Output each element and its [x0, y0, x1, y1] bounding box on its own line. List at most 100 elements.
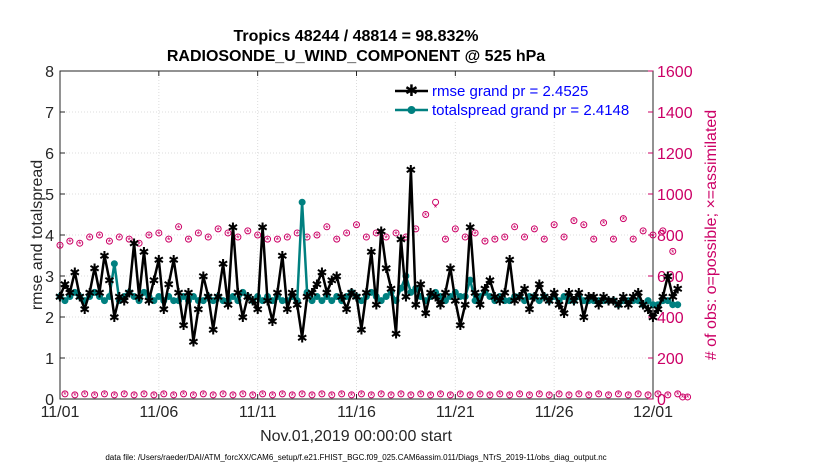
- obs-assimilated-point: *: [325, 223, 329, 233]
- x-axis: 11/01 11/06 11/11 11/16 11/21 11/26 12/01: [41, 71, 673, 421]
- obs-possible-point: [353, 221, 360, 229]
- obs-possible-point: [56, 241, 64, 249]
- y-tick-label-left: 2: [45, 310, 54, 327]
- obs-possible-point: [600, 219, 608, 227]
- obs-assimilated-point: *: [345, 229, 349, 239]
- obs-possible-point: [530, 225, 538, 233]
- obs-possible-point: [466, 391, 474, 399]
- obs-possible-point: [71, 391, 79, 399]
- totalspread-point: [535, 297, 543, 305]
- obs-possible-point: [86, 233, 94, 241]
- obs-assimilated-point: *: [686, 393, 690, 403]
- rmse-point: ✱: [381, 261, 392, 276]
- obs-possible-point: [328, 391, 336, 399]
- obs-assimilated-point: *: [305, 234, 309, 244]
- obs-assimilated-point: *: [310, 391, 314, 401]
- obs-assimilated-point: *: [236, 234, 240, 244]
- y-tick-label-left: 6: [45, 146, 54, 163]
- totalspread-point: [91, 288, 99, 296]
- obs-assimilated-point: *: [167, 236, 171, 246]
- rmse-point: ✱: [94, 285, 105, 300]
- obs-possible-point: [585, 391, 593, 399]
- obs-assimilated-point: *: [281, 390, 285, 400]
- rmse-point: ✱: [109, 310, 120, 325]
- rmse-point: ✱: [440, 285, 451, 300]
- y-tick-label-right: 1000: [657, 187, 693, 204]
- rmse-point: ✱: [484, 273, 495, 288]
- rmse-point: ✱: [232, 285, 243, 300]
- chart-title: Tropics 48244 / 48814 = 98.832%: [233, 28, 478, 45]
- rmse-point: ✱: [287, 285, 298, 300]
- obs-possible-point: [441, 235, 449, 243]
- rmse-point: ✱: [143, 294, 154, 309]
- rmse-point: ✱: [588, 290, 599, 305]
- obs-possible-point: [180, 390, 188, 398]
- rmse-point: ✱: [514, 290, 525, 305]
- obs-assimilated-point: *: [463, 234, 467, 244]
- obs-assimilated-point: *: [612, 236, 616, 246]
- y-tick-label-left: 3: [45, 269, 54, 286]
- rmse-point: ✱: [292, 298, 303, 313]
- rmse-point: ✱: [499, 285, 510, 300]
- rmse-point: ✱: [153, 253, 164, 268]
- rmse-point: ✱: [667, 290, 678, 305]
- rmse-point: ✱: [55, 290, 66, 305]
- obs-assimilated-point: *: [83, 390, 87, 400]
- rmse-point: ✱: [119, 294, 130, 309]
- obs-possible-point: [224, 229, 232, 237]
- obs-assimilated-point: *: [572, 217, 576, 227]
- obs-possible-point: [387, 391, 395, 399]
- totalspread-point: [506, 297, 514, 305]
- totalspread-point: [333, 293, 341, 300]
- totalspread-point: [486, 293, 494, 300]
- y-tick-label-left: 1: [45, 351, 54, 368]
- obs-assimilated-point: *: [73, 391, 77, 401]
- x-tick-label: 11/16: [337, 404, 376, 421]
- obs-possible-point: [451, 225, 459, 233]
- obs-possible-point: [278, 390, 286, 398]
- y-tick-label-left: 7: [45, 105, 54, 122]
- obs-possible-point: [288, 391, 296, 399]
- rmse-point: ✱: [425, 285, 436, 300]
- chart-subtitle: RADIOSONDE_U_WIND_COMPONENT @ 525 hPa: [167, 48, 545, 65]
- obs-possible-point: [511, 223, 519, 231]
- rmse-point: ✱: [223, 298, 234, 313]
- obs-possible-point: [338, 390, 346, 398]
- obs-possible-point: [639, 227, 647, 235]
- obs-assimilated-point: *: [557, 390, 561, 400]
- obs-assimilated-point: *: [375, 229, 379, 239]
- obs-possible-point: [432, 198, 440, 206]
- totalspread-point: [308, 297, 316, 305]
- totalspread-point: [100, 297, 108, 305]
- y-tick-label-left: 4: [45, 228, 54, 245]
- obs-possible-point: [209, 391, 217, 399]
- obs-assimilated-point: *: [132, 391, 136, 401]
- obs-possible-point: [313, 231, 321, 239]
- rmse-point: ✱: [242, 290, 253, 305]
- obs-assimilated-point: *: [113, 391, 117, 401]
- y-tick-label-right: 1200: [657, 146, 693, 163]
- obs-assimilated-point: *: [320, 390, 324, 400]
- rmse-point: ✱: [203, 290, 214, 305]
- obs-assimilated-point: *: [370, 391, 374, 401]
- obs-possible-point: [115, 233, 123, 241]
- obs-assimilated-point: *: [192, 391, 196, 401]
- totalspread-point: [674, 301, 682, 309]
- rmse-point: ✱: [213, 290, 224, 305]
- rmse-point: ✱: [455, 318, 466, 333]
- rmse-point: ✱: [336, 290, 347, 305]
- y-tick-label-right: 1400: [657, 105, 693, 122]
- rmse-point: ✱: [465, 220, 476, 235]
- obs-assimilated-point: *: [409, 391, 413, 401]
- y-tick-label-right: 800: [657, 228, 684, 245]
- legend-rmse-label: rmse grand pr = 2.4525: [432, 83, 588, 100]
- obs-possible-point: [644, 391, 652, 399]
- totalspread-point: [130, 293, 138, 300]
- obs-possible-point: [654, 390, 662, 398]
- obs-assimilated-point: *: [617, 390, 621, 400]
- obs-assimilated-point: *: [241, 390, 245, 400]
- obs-assimilated-point: *: [404, 234, 408, 244]
- obs-possible-point: [417, 390, 425, 398]
- obs-assimilated-point: *: [226, 229, 230, 239]
- rmse-point: ✱: [371, 298, 382, 313]
